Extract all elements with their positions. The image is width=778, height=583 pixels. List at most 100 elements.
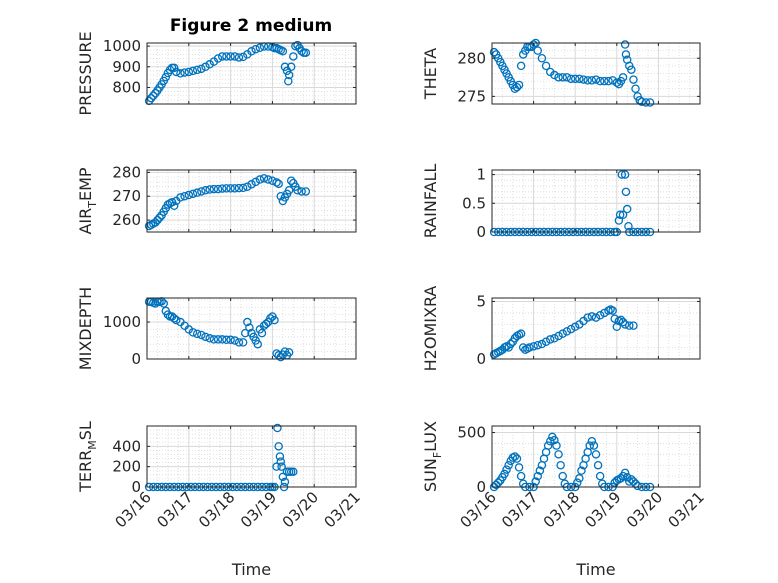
subplot-sun-flux: 03/1603/1703/1803/1903/2003/210500SUNFLU…: [421, 421, 708, 579]
data-point: [575, 474, 584, 483]
subplot-rainfall: 0 0.5 1 RAINFALL: [421, 164, 701, 241]
data-point: [631, 84, 640, 94]
data-point: [604, 76, 613, 86]
data-point: [192, 329, 202, 339]
data-point: [176, 69, 185, 78]
subplot-mixdepth: 0 1000 MIXDEPTH: [76, 287, 357, 370]
y-axis-label: SUNFLUX: [421, 421, 444, 492]
data-point: [622, 204, 632, 214]
data-point: [541, 337, 551, 346]
data-point: [566, 74, 576, 84]
data-point: [286, 176, 296, 185]
data-point: [266, 314, 275, 323]
y-tick-label: 270: [112, 187, 141, 205]
y-tick-label: 0: [476, 223, 486, 241]
y-tick-label: 200: [112, 458, 141, 476]
data-point: [529, 40, 538, 49]
y-tick-label: 280: [457, 49, 486, 67]
data-point: [161, 72, 171, 82]
data-point: [566, 324, 576, 334]
data-point: [570, 74, 580, 84]
minor-grid: [147, 426, 356, 487]
data-point: [620, 170, 630, 179]
data-point: [550, 435, 559, 445]
data-point: [621, 187, 631, 197]
data-point: [537, 54, 547, 63]
data-point: [629, 75, 638, 84]
y-axis-label: PRESSURE: [76, 31, 95, 115]
data-point: [301, 48, 311, 57]
data-point: [600, 308, 609, 318]
y-tick-label: 1000: [103, 37, 141, 55]
data-point: [274, 179, 283, 189]
data-point: [573, 478, 582, 487]
data-point: [284, 348, 294, 357]
data-point: [201, 62, 210, 72]
y-tick-label: 1000: [103, 313, 141, 331]
data-point: [205, 334, 214, 343]
data-point: [579, 75, 588, 84]
data-point: [558, 73, 567, 82]
data-point: [489, 47, 499, 57]
y-axis-label: THETA: [421, 48, 440, 100]
data-point: [245, 323, 254, 332]
data-point: [251, 177, 260, 187]
axes-box: [491, 297, 701, 360]
data-point: [240, 328, 250, 338]
data-point: [558, 329, 567, 338]
minor-grid: [147, 43, 356, 104]
data-point: [608, 306, 617, 315]
figure-title: Figure 2 medium: [170, 16, 332, 36]
data-point: [205, 60, 214, 69]
series-air-temp: [144, 174, 311, 231]
data-point: [504, 460, 513, 470]
data-point: [188, 66, 198, 76]
series-pressure: [144, 40, 311, 106]
y-tick-label: 260: [112, 211, 141, 229]
data-point: [562, 327, 572, 336]
data-point: [222, 52, 231, 61]
data-point: [615, 210, 625, 220]
data-point: [251, 44, 260, 54]
data-point: [234, 183, 244, 193]
axes-box: [146, 297, 357, 360]
data-point: [587, 436, 597, 446]
y-tick-label: 0: [476, 350, 486, 368]
data-point: [217, 52, 227, 61]
data-point: [274, 442, 283, 451]
data-point: [272, 178, 281, 187]
data-point: [163, 310, 173, 319]
data-point: [257, 328, 267, 338]
data-point: [146, 93, 156, 103]
data-point: [617, 170, 627, 179]
data-point: [247, 180, 256, 189]
data-point: [595, 311, 605, 320]
data-point: [587, 312, 597, 321]
series-h2omixra: [489, 305, 638, 359]
data-point: [192, 188, 202, 197]
subplot-air-temp: 260 270 280 AIRTEMP: [76, 163, 357, 235]
data-point: [624, 222, 633, 231]
data-point: [625, 321, 634, 330]
data-point: [512, 454, 522, 463]
x-tick-label: 03/18: [540, 488, 583, 531]
data-point: [621, 50, 631, 59]
subplot-h2omixra: 0 5 H2OMIXRA: [421, 286, 701, 371]
data-point: [192, 65, 202, 75]
data-point: [293, 186, 302, 195]
data-point: [289, 467, 298, 476]
data-point: [633, 481, 642, 491]
data-point: [575, 74, 584, 84]
data-point: [159, 299, 168, 308]
data-point: [616, 315, 626, 325]
data-point: [616, 474, 626, 483]
data-point: [516, 61, 526, 71]
x-tick-label: 03/21: [665, 488, 708, 531]
data-point: [197, 330, 206, 340]
y-tick-label: 500: [457, 424, 486, 442]
x-axis-label: Time: [231, 560, 271, 579]
x-tick-label: 03/21: [321, 488, 364, 531]
y-tick-label: 275: [457, 87, 486, 105]
data-point: [570, 322, 580, 332]
data-point: [263, 175, 273, 184]
